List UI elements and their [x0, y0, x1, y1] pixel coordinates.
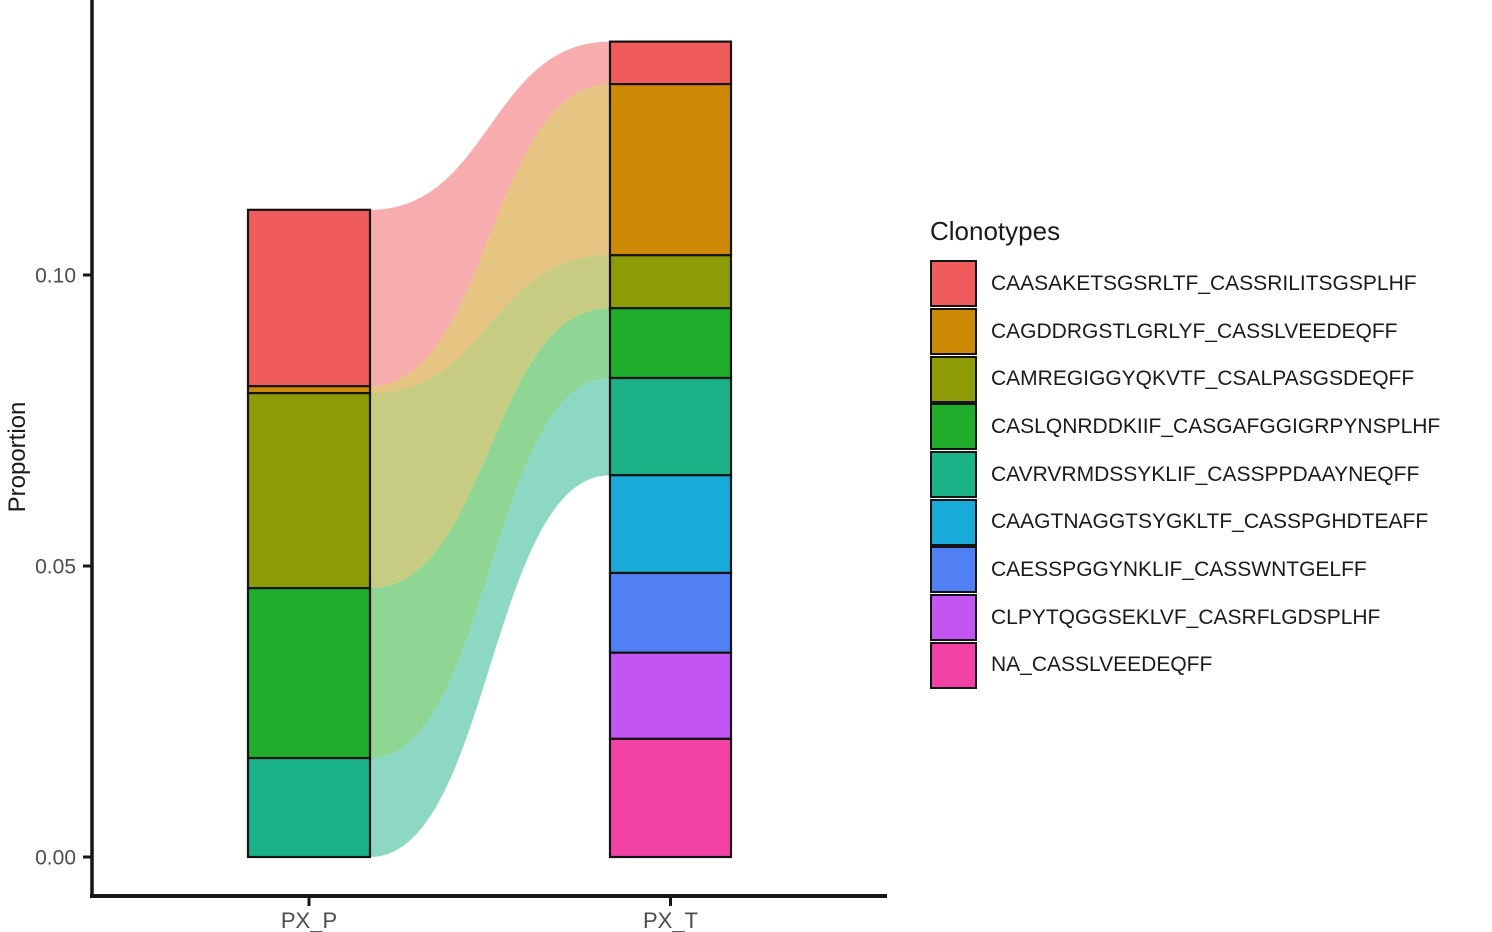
plot-area: 0.00 0.05 0.10 PX_P PX_T	[35, 0, 887, 932]
flow-ribbon	[370, 378, 610, 857]
y-axis-title: Proportion	[4, 401, 31, 513]
flow-ribbon	[370, 308, 610, 759]
bar-segment	[608, 307, 733, 380]
bar-segment	[608, 254, 733, 310]
legend-swatch	[930, 594, 977, 642]
legend-item: CAVRVRMDSSYKLIF_CASSPPDAAYNEQFF	[930, 451, 1440, 499]
bar-segment	[608, 737, 733, 859]
legend-swatch	[930, 641, 977, 689]
legend-swatch	[930, 451, 977, 499]
legend-label: CAASAKETSGSRLTF_CASSRILITSGSPLHF	[991, 271, 1417, 295]
legend-swatch	[930, 498, 977, 546]
bar-segment	[246, 756, 372, 859]
legend-label: CASLQNRDDKIIF_CASGAFGGIGRPYNSPLHF	[991, 414, 1441, 438]
bar-segment	[246, 208, 372, 388]
flow-ribbon	[370, 41, 610, 387]
bar-segment	[246, 392, 372, 590]
bar-segment	[608, 571, 733, 654]
y-tick-label: 0.00	[35, 847, 76, 870]
legend-item: CAESSPGGYNKLIF_CASSWNTGELFF	[930, 546, 1440, 594]
legend-label: CAAGTNAGGTSYGKLTF_CASSPGHDTEAFF	[991, 510, 1429, 534]
legend-item: CASLQNRDDKIIF_CASGAFGGIGRPYNSPLHF	[930, 403, 1440, 451]
legend-item: CAAGTNAGGTSYGKLTF_CASSPGHDTEAFF	[930, 498, 1440, 546]
y-tick-label: 0.05	[35, 556, 76, 579]
y-tick-label: 0.10	[35, 265, 76, 288]
legend-label: CAESSPGGYNKLIF_CASSWNTGELFF	[991, 557, 1367, 581]
legend-label: CAMREGIGGYQKVTF_CSALPASGSDEQFF	[991, 367, 1415, 391]
bar-segment	[608, 376, 733, 477]
legend-label: CAGDDRGSTLGRLYF_CASSLVEEDEQFF	[991, 319, 1398, 343]
legend-item: CLPYTQGGSEKLVF_CASRFLGDSPLHF	[930, 594, 1440, 642]
x-category-label: PX_T	[643, 908, 698, 932]
legend-title: Clonotypes	[930, 216, 1061, 246]
legend-swatch	[930, 546, 977, 594]
legend-item: CAASAKETSGSRLTF_CASSRILITSGSPLHF	[930, 260, 1440, 308]
legend-label: CAVRVRMDSSYKLIF_CASSPPDAAYNEQFF	[991, 462, 1420, 486]
legend-swatch	[930, 403, 977, 451]
bar-segment	[246, 587, 372, 760]
bar-segment	[608, 474, 733, 575]
legend-item: NA_CASSLVEEDEQFF	[930, 641, 1440, 690]
flow-ribbon	[370, 84, 610, 394]
bar-segment	[608, 40, 733, 86]
flow-ribbon	[370, 255, 610, 589]
legend-item: CAMREGIGGYQKVTF_CSALPASGSDEQFF	[930, 355, 1440, 403]
bar-segment	[608, 83, 733, 257]
legend-swatch	[930, 308, 977, 356]
legend-item: CAGDDRGSTLGRLYF_CASSLVEEDEQFF	[930, 308, 1440, 356]
x-category-label: PX_P	[281, 908, 337, 932]
legend-swatch	[930, 260, 977, 308]
legend: Clonotypes CAASAKETSGSRLTF_CASSRILITSGSP…	[930, 216, 1440, 689]
legend-swatch	[930, 355, 977, 403]
legend-label: CLPYTQGGSEKLVF_CASRFLGDSPLHF	[991, 605, 1381, 629]
legend-label: NA_CASSLVEEDEQFF	[991, 653, 1213, 677]
bar-segment	[608, 651, 733, 740]
legend-items: CAASAKETSGSRLTF_CASSRILITSGSPLHF CAGDDRGS…	[930, 260, 1440, 689]
